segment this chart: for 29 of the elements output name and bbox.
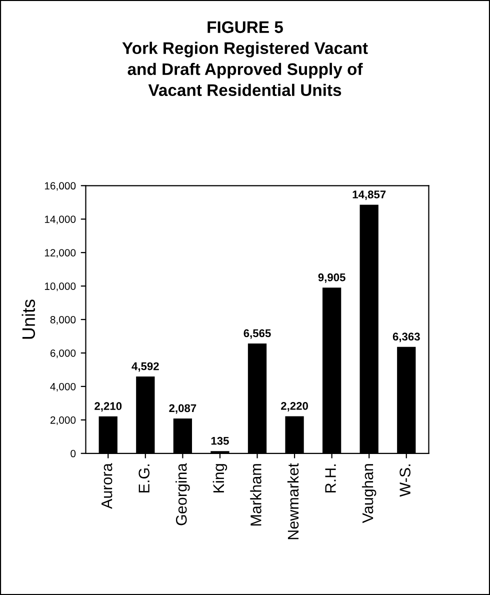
y-tick-label: 4,000 [50, 382, 76, 392]
data-label: 2,220 [281, 402, 308, 412]
x-tick-label: Markham [250, 464, 262, 526]
data-label: 9,905 [318, 273, 346, 283]
y-tick-label: 12,000 [44, 249, 76, 258]
x-tick-label: Vaughan [362, 464, 376, 524]
data-label: 2,087 [169, 404, 196, 414]
chart-title: FIGURE 5 York Region Registered Vacant and Draft Approved Supply of Vacant Residential Units [122, 21, 368, 96]
y-tick-label: 14,000 [44, 216, 76, 224]
data-label: 2,210 [94, 402, 122, 412]
x-tick-label: Georgina [176, 463, 190, 526]
x-tick-label: Aurora [102, 463, 112, 509]
data-label: 14,857 [352, 190, 386, 200]
y-tick-label: 2,000 [50, 416, 76, 426]
x-tick-label: W-S. [400, 464, 410, 497]
y-tick-label: 6,000 [50, 349, 76, 358]
y-tick-label: 16,000 [44, 182, 76, 191]
data-label: 6,565 [244, 329, 271, 339]
x-tick-label: King [212, 464, 228, 492]
y-tick-label: 10,000 [44, 282, 76, 292]
data-label: 4,592 [132, 362, 159, 372]
x-tick-label: Newmarket [287, 463, 299, 540]
y-tick-label: 0 [70, 450, 76, 458]
data-label: 6,363 [392, 332, 420, 342]
y-tick-label: 8,000 [50, 316, 76, 325]
x-tick-label: R.H. [325, 464, 336, 492]
data-label: 135 [211, 436, 229, 445]
x-tick-label: E.G. [138, 464, 150, 492]
y-axis-title: Units [22, 300, 36, 339]
